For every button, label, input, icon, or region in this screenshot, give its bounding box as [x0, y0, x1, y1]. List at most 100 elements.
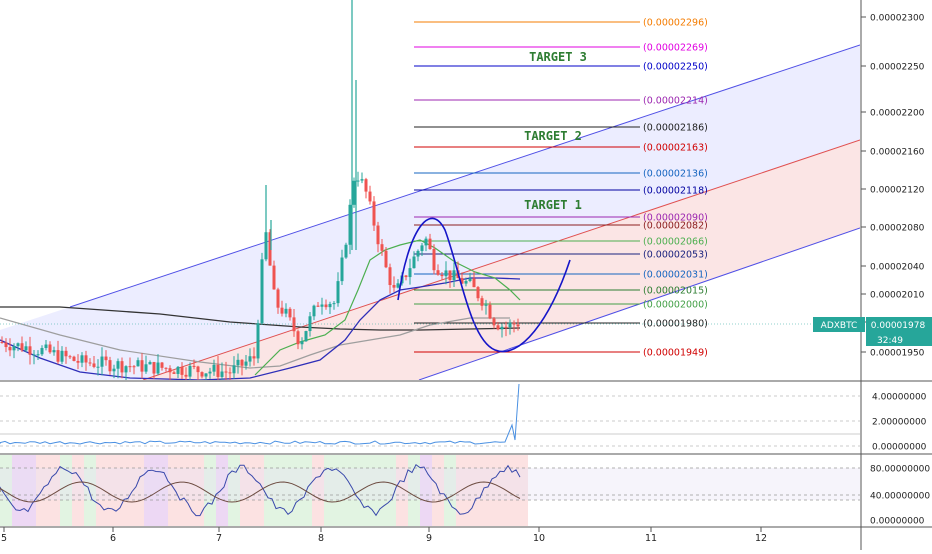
stoch-band [420, 455, 432, 526]
candle-body [140, 360, 144, 372]
volume-pane [0, 383, 860, 447]
stoch-band [168, 455, 180, 526]
stoch-band [288, 455, 300, 526]
ma-green-line [254, 239, 521, 376]
fib-label: (0.00002090) [643, 213, 708, 224]
candle-body [276, 289, 280, 308]
pattern-curve [397, 217, 571, 353]
candle-body [168, 368, 172, 373]
candle-body [128, 366, 132, 368]
candle-body [368, 191, 372, 202]
stoch-band [384, 455, 396, 526]
fib-label: (0.00002186) [643, 123, 708, 134]
stoch-band [480, 455, 492, 526]
candle-body [240, 359, 244, 366]
candle-body [324, 304, 328, 308]
candle-body [228, 372, 232, 374]
price-tick-label: 0.00002120 [870, 186, 925, 196]
channel-upper-line [69, 44, 860, 308]
candle-body [24, 346, 28, 351]
candle-body [4, 342, 8, 348]
fib-label: (0.00002015) [643, 286, 708, 297]
candle-body [340, 257, 344, 282]
stoch-band [408, 455, 420, 526]
stoch-band [48, 455, 60, 526]
candle-body [280, 307, 284, 314]
stoch-band [336, 455, 348, 526]
fib-label: (0.00002066) [643, 237, 708, 248]
candle-body [516, 324, 520, 327]
candle-body [64, 350, 68, 357]
stoch-band [228, 455, 240, 526]
fib-label: (0.00002163) [643, 143, 708, 154]
stoch-band [516, 455, 528, 526]
candle-body [0, 342, 4, 343]
stoch-band [96, 455, 108, 526]
candle-body [72, 356, 76, 361]
stoch-band [0, 455, 12, 526]
price-tick-label: 0.00002080 [870, 224, 925, 234]
fib-label: (0.00002136) [643, 169, 708, 180]
price-axis[interactable]: 0.00002300 0.00002250 0.00002200 0.00002160… [861, 14, 930, 527]
stoch-band [360, 455, 372, 526]
candle-body [20, 343, 24, 351]
last-price-tag: ADXBTC 0.00001978 32:49 [813, 317, 932, 346]
candle-body [272, 265, 276, 290]
volume-tick-label: 2.00000000 [872, 418, 927, 428]
candle-body [468, 278, 472, 281]
candle-body [316, 305, 320, 307]
candle-body [48, 344, 52, 353]
candle-body [428, 238, 432, 250]
candle-body [512, 322, 516, 325]
candle-body [464, 280, 468, 284]
candle-body [212, 364, 216, 372]
price-tick-label: 0.00002300 [870, 14, 925, 24]
candle-body [184, 374, 188, 377]
candle-body [500, 326, 504, 330]
candle-body [252, 356, 256, 359]
stoch-band [216, 455, 228, 526]
candle-body [304, 331, 308, 342]
candle-body [436, 270, 440, 275]
stoch-band [132, 455, 144, 526]
fib-label: (0.00002269) [643, 43, 708, 54]
stochastic-pane [0, 455, 860, 526]
candle-body [440, 274, 444, 277]
candle-body [412, 256, 416, 269]
target-3-label: TARGET 3 [529, 50, 587, 64]
time-tick-label: 5 [1, 533, 7, 544]
candle-body [268, 232, 272, 266]
candle-body [112, 368, 116, 372]
candle-body [256, 323, 260, 359]
stoch-band [156, 455, 168, 526]
fib-label: (0.00002082) [643, 221, 708, 232]
fib-label: (0.00002214) [643, 96, 708, 107]
candle-body [352, 180, 356, 205]
candle-body [144, 364, 148, 372]
candle-body [480, 298, 484, 306]
candle-body [312, 305, 316, 317]
ma-blue-line [0, 277, 521, 380]
candle-body [120, 361, 124, 373]
time-tick-label: 11 [645, 533, 657, 544]
fib-label: (0.00002053) [643, 250, 708, 261]
stoch-band [396, 455, 408, 526]
bar-countdown: 32:49 [877, 336, 903, 346]
candle-body [92, 363, 96, 367]
stoch-band [312, 455, 324, 526]
candle-body [172, 372, 176, 374]
time-axis[interactable]: 5 6 7 8 9 10 11 12 [1, 527, 767, 544]
candle-body [292, 317, 296, 332]
candle-body [336, 281, 340, 304]
stoch-band [240, 455, 252, 526]
candle-body [388, 267, 392, 286]
candle-body [136, 360, 140, 367]
candle-body [472, 278, 476, 288]
candle-body [96, 366, 100, 368]
candle-body [196, 366, 200, 373]
candle-body [188, 365, 192, 377]
candle-body [220, 371, 224, 377]
candle-body [332, 303, 336, 305]
candle-body [432, 249, 436, 271]
